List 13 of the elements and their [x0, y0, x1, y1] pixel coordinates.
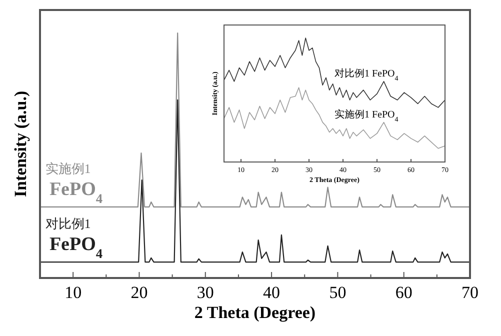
x-tick-label: 40 [263, 283, 280, 302]
x-tick-label: 30 [196, 283, 214, 302]
x-tick-label: 20 [130, 283, 148, 302]
x-axis-title: 2 Theta (Degree) [194, 303, 316, 322]
series-label: 实施例1 FePO$_{4}$ [334, 108, 399, 124]
x-tick-label: 50 [329, 283, 346, 302]
x-tick-label: 70 [462, 283, 478, 302]
x-tick-label: 60 [395, 283, 412, 302]
x-tick-label: 10 [64, 283, 82, 302]
series-label: 实施例1 FePO$_{4}$ [45, 160, 103, 206]
series-label: 对比例1 FePO$_{4}$ [45, 216, 103, 261]
series-label: 对比例1 FePO$_{4}$ [334, 67, 399, 82]
y-axis-title: Intensity (a.u.) [11, 90, 30, 198]
